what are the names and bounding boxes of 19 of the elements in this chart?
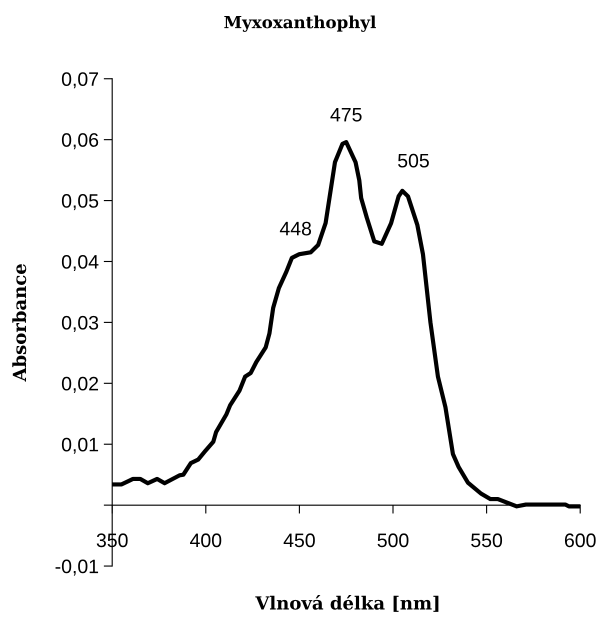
y-tick-label: 0,05 <box>62 194 98 210</box>
chart-title: Myxoxanthophyl <box>224 16 376 32</box>
x-tick-label: 400 <box>190 533 222 548</box>
y-tick-label: 0,02 <box>62 376 98 393</box>
annotation: 505 <box>398 154 429 168</box>
x-tick-label: 500 <box>378 533 408 548</box>
x-tick-label: 450 <box>284 533 315 548</box>
y-tick-label: 0,07 <box>62 72 98 88</box>
x-tick-label: 600 <box>564 533 596 548</box>
y-tick-label: 0,03 <box>62 316 98 332</box>
y-tick-label: 0,06 <box>62 133 98 150</box>
y-tick-label: 0,04 <box>62 254 98 272</box>
annotation: 448 <box>280 222 312 236</box>
x-tick-label: 550 <box>471 533 502 548</box>
y-tick-label: 0,01 <box>62 438 98 454</box>
annotation: 475 <box>330 108 362 122</box>
y-tick-label: -0,01 <box>56 560 98 576</box>
x-axis-title: Vlnová délka [nm] <box>255 595 438 612</box>
y-axis-title: Absorbance <box>12 264 26 382</box>
